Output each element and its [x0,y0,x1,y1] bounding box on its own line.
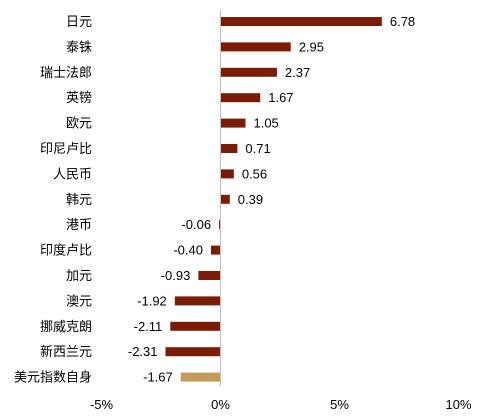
x-tick-labels-group: -5% 0% 5% 10% [90,397,472,412]
bar [165,347,221,357]
value-label: -1.67 [143,370,173,385]
bar [210,245,221,255]
value-label: 1.05 [253,116,278,131]
value-label: 2.37 [285,65,310,80]
bar [220,194,230,204]
bar [220,169,234,179]
category-label: 港币 [66,218,92,233]
x-tick-label: 5% [330,397,349,412]
value-label: -1.92 [137,293,167,308]
bar [198,271,221,280]
value-label: -0.40 [173,243,203,258]
value-label: -2.11 [134,319,163,334]
category-label: 新西兰元 [40,344,92,360]
bar [174,296,221,306]
x-tick-label: 0% [211,397,230,412]
value-label: -0.06 [181,217,211,232]
category-label: 澳元 [66,293,92,309]
value-label: -0.93 [161,268,191,283]
category-label: 英镑 [66,90,92,106]
category-label: 韩元 [66,193,92,208]
bar [219,220,221,230]
value-label: 0.71 [245,141,270,156]
value-label: 6.78 [390,14,415,29]
category-label: 挪威克朗 [40,320,92,335]
bar [220,144,238,153]
x-tick-label: -5% [90,397,114,412]
category-label: 日元 [66,15,92,30]
value-label: 2.95 [299,39,324,54]
value-label: 1.67 [268,90,293,105]
bar [220,93,261,103]
category-label: 瑞士法郎 [40,66,92,81]
bar [220,67,277,77]
x-tick-label: 10% [445,397,471,412]
bar [220,118,246,128]
value-label: -2.31 [128,344,158,359]
category-label: 印尼卢比 [40,141,92,157]
category-label: 欧元 [66,117,92,132]
category-label: 美元指数自身 [14,370,92,386]
value-label: 0.39 [238,192,263,207]
bar [180,372,221,382]
category-label: 人民币 [53,167,92,182]
category-label: 加元 [66,269,92,284]
value-label: 0.56 [242,166,267,181]
category-label: 印度卢比 [40,243,92,259]
bars-group [165,17,382,382]
category-labels-group: 日元泰铢瑞士法郎英镑欧元印尼卢比人民币韩元港币印度卢比加元澳元挪威克朗新西兰元美… [14,15,92,386]
bar [220,17,382,26]
value-labels-group: 6.78 2.95 2.37 1.67 1.05 0.71 0.56 0.39 -0.06 -0.… [128,14,415,385]
bar [170,321,221,331]
bar [220,42,291,52]
category-label: 泰铢 [66,39,92,55]
